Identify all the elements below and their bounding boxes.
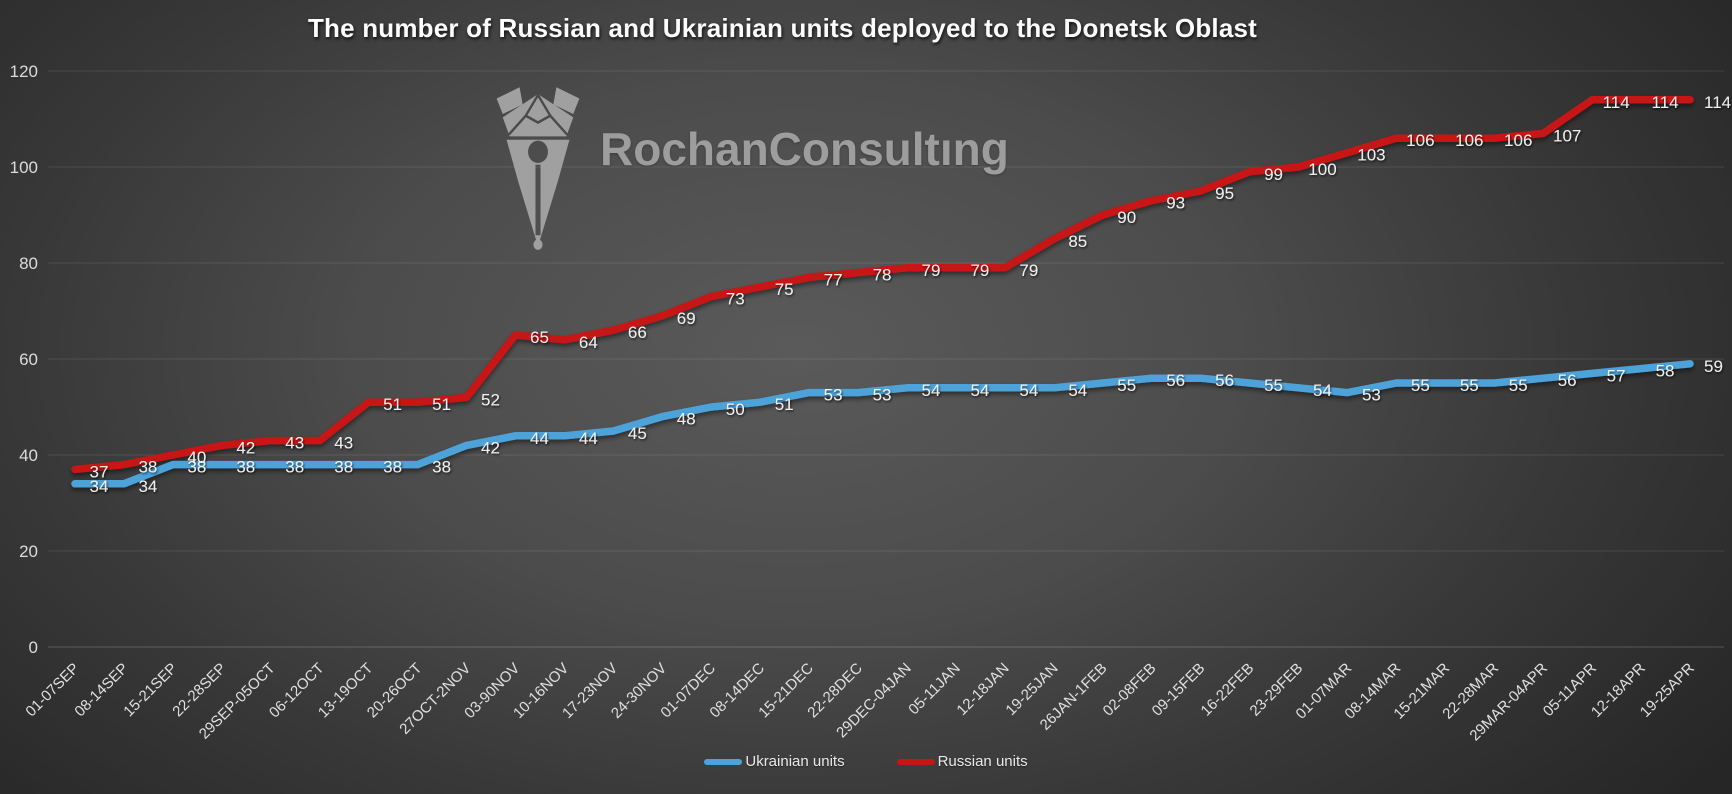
y-axis-labels: 0 20 40 60 80 100 120 (10, 62, 38, 657)
y-tick-label: 40 (19, 446, 38, 465)
y-tick-label: 0 (29, 638, 38, 657)
x-tick-label: 12-18JAN (953, 660, 1012, 719)
data-label: 56 (1558, 371, 1577, 390)
data-label: 78 (873, 266, 892, 285)
data-label: 37 (90, 462, 109, 481)
data-label: 107 (1553, 126, 1581, 145)
data-label: 53 (873, 386, 892, 405)
data-label: 51 (432, 395, 451, 414)
data-label: 79 (922, 261, 941, 280)
data-label: 79 (970, 261, 989, 280)
gridlines (48, 70, 1724, 648)
data-label: 99 (1264, 165, 1283, 184)
data-label: 50 (726, 400, 745, 419)
data-label: 59 (1704, 357, 1723, 376)
data-label: 69 (677, 309, 696, 328)
data-label: 55 (1509, 376, 1528, 395)
y-tick-label: 60 (19, 350, 38, 369)
data-label: 55 (1460, 376, 1479, 395)
legend-item-russian-units[interactable]: Russian units (896, 753, 1028, 770)
data-label: 79 (1019, 261, 1038, 280)
data-label: 43 (285, 434, 304, 453)
data-label: 34 (90, 477, 109, 496)
chart-title: The number of Russian and Ukrainian unit… (307, 13, 1258, 43)
data-label: 34 (138, 477, 157, 496)
data-label: 55 (1117, 376, 1136, 395)
data-label: 54 (1019, 381, 1038, 400)
data-label: 48 (677, 410, 696, 429)
data-label: 57 (1607, 366, 1626, 385)
series-line-ukrainian-units (71, 360, 1694, 488)
data-label: 77 (824, 270, 843, 289)
data-label: 56 (1166, 371, 1185, 390)
data-label: 38 (138, 458, 157, 477)
legend-swatch-russian-units (896, 758, 935, 765)
series-lines (71, 96, 1694, 488)
series-line-russian-units (71, 96, 1694, 474)
data-label: 54 (922, 381, 941, 400)
data-label: 106 (1406, 131, 1434, 150)
data-label: 90 (1117, 208, 1136, 227)
legend-label-russian-units: Russian units (937, 753, 1028, 770)
data-label: 95 (1215, 184, 1234, 203)
data-label: 114 (1704, 93, 1731, 112)
data-label: 38 (285, 458, 304, 477)
data-label: 51 (775, 395, 794, 414)
data-label: 53 (1362, 386, 1381, 405)
data-label: 93 (1166, 194, 1185, 213)
data-label: 75 (775, 280, 794, 299)
y-tick-label: 80 (19, 254, 38, 273)
data-label: 53 (824, 386, 843, 405)
data-label: 51 (383, 395, 402, 414)
data-label: 114 (1603, 93, 1630, 112)
data-label: 65 (530, 328, 549, 347)
data-label: 40 (187, 448, 206, 467)
y-tick-label: 120 (10, 62, 38, 81)
data-label: 38 (236, 458, 255, 477)
data-label: 64 (579, 333, 598, 352)
data-label: 54 (1313, 381, 1332, 400)
legend: Ukrainian units Russian units (0, 753, 1732, 770)
data-label: 38 (334, 458, 353, 477)
data-label: 58 (1656, 362, 1675, 381)
data-label: 55 (1264, 376, 1283, 395)
x-axis-labels: 01-07SEP08-14SEP15-21SEP22-28SEP29SEP-05… (22, 660, 1697, 745)
legend-item-ukrainian-units[interactable]: Ukrainian units (704, 753, 845, 770)
data-label: 52 (481, 390, 500, 409)
data-label: 42 (236, 438, 255, 457)
data-label: 56 (1215, 371, 1234, 390)
data-label: 54 (970, 381, 989, 400)
data-label: 43 (334, 434, 353, 453)
data-label: 38 (383, 458, 402, 477)
data-label: 44 (530, 429, 549, 448)
data-label: 66 (628, 323, 647, 342)
data-label: 85 (1068, 232, 1087, 251)
y-tick-label: 20 (19, 542, 38, 561)
data-label: 38 (432, 458, 451, 477)
data-label: 106 (1455, 131, 1483, 150)
data-label: 73 (726, 290, 745, 309)
legend-swatch-ukrainian-units (704, 758, 743, 765)
data-label: 54 (1068, 381, 1087, 400)
legend-label-ukrainian-units: Ukrainian units (745, 753, 845, 770)
data-label: 38 (187, 458, 206, 477)
data-label: 106 (1504, 131, 1532, 150)
data-label: 44 (579, 429, 598, 448)
x-tick-label: 19-25APR (1637, 660, 1698, 721)
data-label: 45 (628, 424, 647, 443)
y-tick-label: 100 (10, 158, 38, 177)
data-label: 42 (481, 438, 500, 457)
data-label: 114 (1652, 93, 1679, 112)
data-label: 103 (1357, 146, 1385, 165)
data-label: 100 (1308, 160, 1336, 179)
data-label: 55 (1411, 376, 1430, 395)
